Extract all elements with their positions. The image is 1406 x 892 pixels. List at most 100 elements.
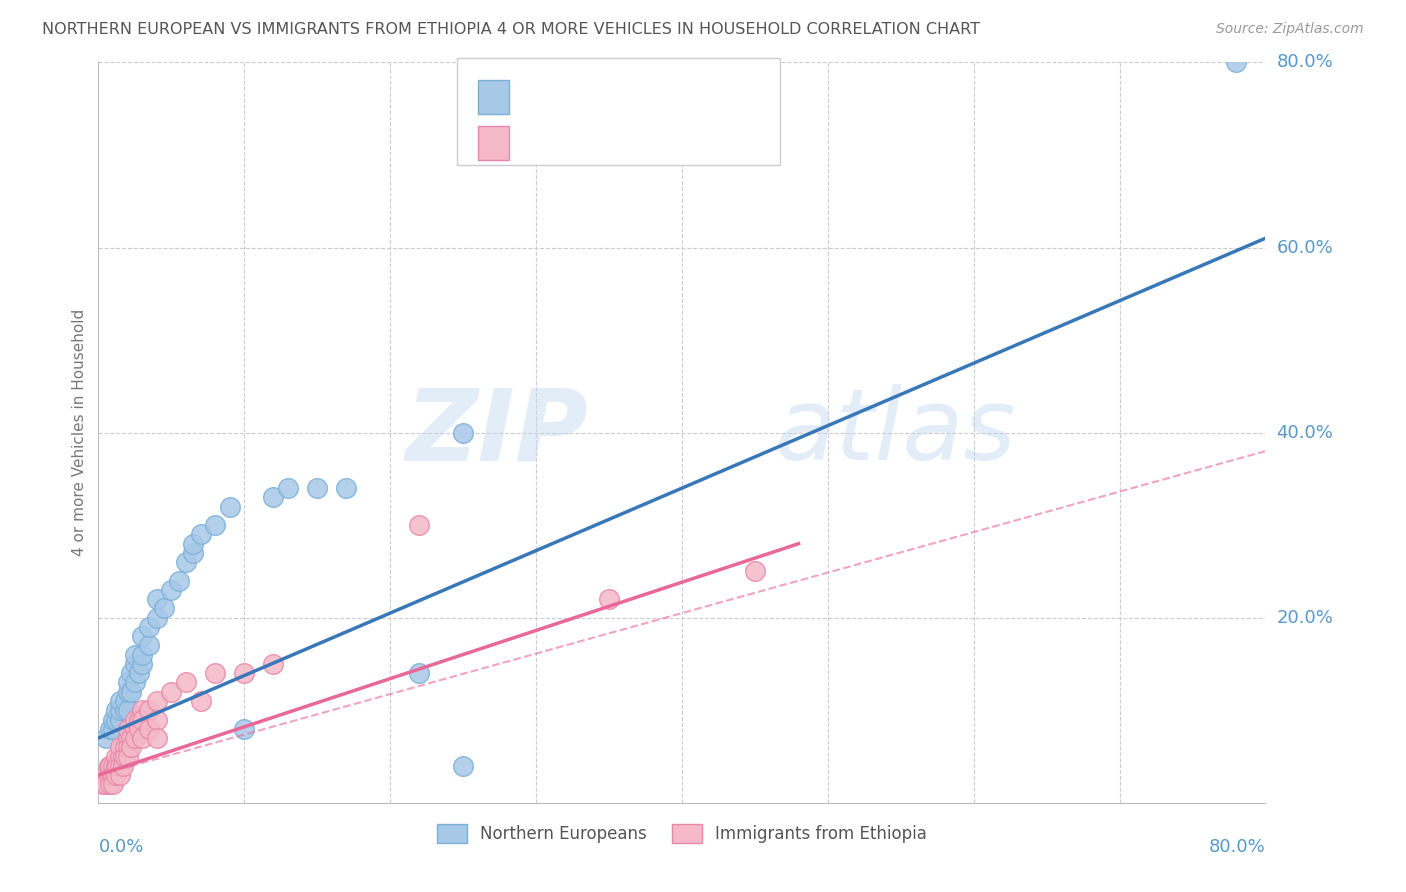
Point <box>110 749 132 764</box>
Point <box>117 685 139 699</box>
Point <box>138 722 160 736</box>
Point <box>114 694 136 708</box>
Point <box>181 546 204 560</box>
Point <box>98 777 121 791</box>
Point <box>744 565 766 579</box>
Point <box>112 749 135 764</box>
Point <box>218 500 240 514</box>
Point <box>131 731 153 745</box>
Text: 60.0%: 60.0% <box>1277 238 1333 257</box>
Point <box>138 703 160 717</box>
Point <box>146 731 169 745</box>
Text: R = 0.603  N = 51: R = 0.603 N = 51 <box>520 134 672 152</box>
Point <box>146 610 169 624</box>
Point <box>408 666 430 681</box>
Point <box>110 713 132 727</box>
Text: 0.0%: 0.0% <box>98 838 143 855</box>
Point <box>120 731 142 745</box>
Point <box>110 703 132 717</box>
Point <box>100 768 122 782</box>
Point <box>128 722 150 736</box>
Point <box>117 740 139 755</box>
Point <box>233 722 256 736</box>
Point <box>117 703 139 717</box>
Point <box>131 648 153 662</box>
Text: atlas: atlas <box>775 384 1017 481</box>
Point <box>101 713 124 727</box>
Point <box>277 481 299 495</box>
Point <box>94 777 117 791</box>
Point <box>104 703 127 717</box>
Point <box>117 722 139 736</box>
Point <box>101 777 124 791</box>
Point <box>146 713 169 727</box>
Point <box>104 749 127 764</box>
Point <box>94 731 117 745</box>
Point <box>131 629 153 643</box>
Point <box>120 685 142 699</box>
Point <box>131 703 153 717</box>
Point <box>307 481 329 495</box>
Point <box>124 722 146 736</box>
Point <box>110 768 132 782</box>
Point <box>124 675 146 690</box>
Text: 80.0%: 80.0% <box>1277 54 1333 71</box>
Point <box>128 666 150 681</box>
Point <box>131 713 153 727</box>
Point <box>451 758 474 772</box>
Point <box>112 758 135 772</box>
Point <box>97 758 120 772</box>
Point <box>335 481 357 495</box>
Point <box>124 657 146 671</box>
Text: Source: ZipAtlas.com: Source: ZipAtlas.com <box>1216 22 1364 37</box>
Point <box>138 639 160 653</box>
Point <box>598 592 620 607</box>
Text: ZIP: ZIP <box>405 384 589 481</box>
Point <box>120 740 142 755</box>
Point <box>146 592 169 607</box>
Point <box>114 749 136 764</box>
Point <box>101 722 124 736</box>
Point <box>98 758 121 772</box>
Text: 80.0%: 80.0% <box>1209 838 1265 855</box>
Text: 40.0%: 40.0% <box>1277 424 1333 442</box>
Point <box>114 703 136 717</box>
Point <box>120 666 142 681</box>
Point <box>190 527 212 541</box>
Point <box>104 758 127 772</box>
Point <box>160 685 183 699</box>
Text: NORTHERN EUROPEAN VS IMMIGRANTS FROM ETHIOPIA 4 OR MORE VEHICLES IN HOUSEHOLD CO: NORTHERN EUROPEAN VS IMMIGRANTS FROM ETH… <box>42 22 980 37</box>
Point <box>110 694 132 708</box>
Point <box>204 666 226 681</box>
Point <box>146 694 169 708</box>
Point <box>174 675 197 690</box>
Point <box>190 694 212 708</box>
Point <box>117 675 139 690</box>
Point <box>262 657 284 671</box>
Point <box>110 758 132 772</box>
Point <box>104 768 127 782</box>
Point <box>124 713 146 727</box>
Point <box>98 722 121 736</box>
Legend: Northern Europeans, Immigrants from Ethiopia: Northern Europeans, Immigrants from Ethi… <box>430 817 934 850</box>
Point <box>408 518 430 533</box>
Point <box>233 666 256 681</box>
Point <box>204 518 226 533</box>
Y-axis label: 4 or more Vehicles in Household: 4 or more Vehicles in Household <box>72 309 87 557</box>
Point <box>105 758 128 772</box>
Point <box>131 657 153 671</box>
Text: 20.0%: 20.0% <box>1277 608 1333 627</box>
Point <box>128 713 150 727</box>
Point <box>117 731 139 745</box>
Point <box>1225 55 1247 70</box>
Point <box>138 620 160 634</box>
Point <box>153 601 176 615</box>
Point <box>114 740 136 755</box>
Point <box>174 555 197 569</box>
Point <box>104 713 127 727</box>
Point <box>91 777 114 791</box>
Point <box>262 491 284 505</box>
Text: R = 0.640  N = 44: R = 0.640 N = 44 <box>520 87 672 106</box>
Point <box>160 582 183 597</box>
Point <box>124 648 146 662</box>
